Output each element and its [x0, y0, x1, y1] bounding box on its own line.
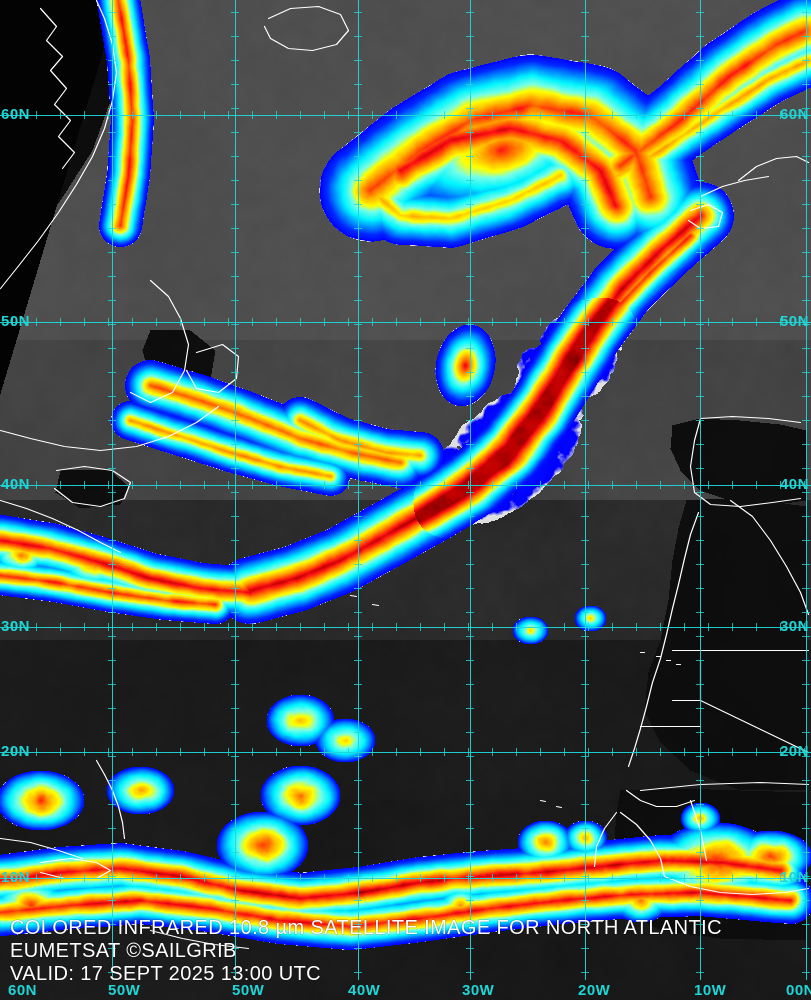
latitude-label: 40N — [1, 476, 31, 493]
longitude-label: 00N — [786, 982, 811, 999]
latitude-label: 10N — [1, 869, 31, 886]
longitude-label: 30W — [462, 982, 495, 999]
longitude-label: 60N — [8, 982, 38, 999]
latitude-label: 60N — [1, 106, 31, 123]
longitude-label: 50W — [108, 982, 141, 999]
latitude-label: 20N — [1, 743, 31, 760]
caption-valid-time: VALID: 17 SEPT 2025 13:00 UTC — [10, 963, 322, 985]
latitude-label: 50N — [779, 313, 809, 330]
longitude-label: 40W — [348, 982, 381, 999]
latitude-label: 50N — [1, 313, 31, 330]
latitude-label: 10N — [779, 869, 809, 886]
latitude-label: 30N — [779, 618, 809, 635]
caption-product-title: COLORED INFRARED 10.8 µm SATELLITE IMAGE… — [10, 917, 722, 939]
latitude-label: 40N — [779, 476, 809, 493]
latitude-label: 20N — [779, 743, 809, 760]
latitude-label: 60N — [779, 106, 809, 123]
longitude-label: 50W — [232, 982, 265, 999]
caption-source-credit: EUMETSAT ©SAILGRIB — [10, 940, 237, 962]
longitude-label: 20W — [578, 982, 611, 999]
latitude-label: 30N — [1, 618, 31, 635]
longitude-label: 10W — [694, 982, 727, 999]
